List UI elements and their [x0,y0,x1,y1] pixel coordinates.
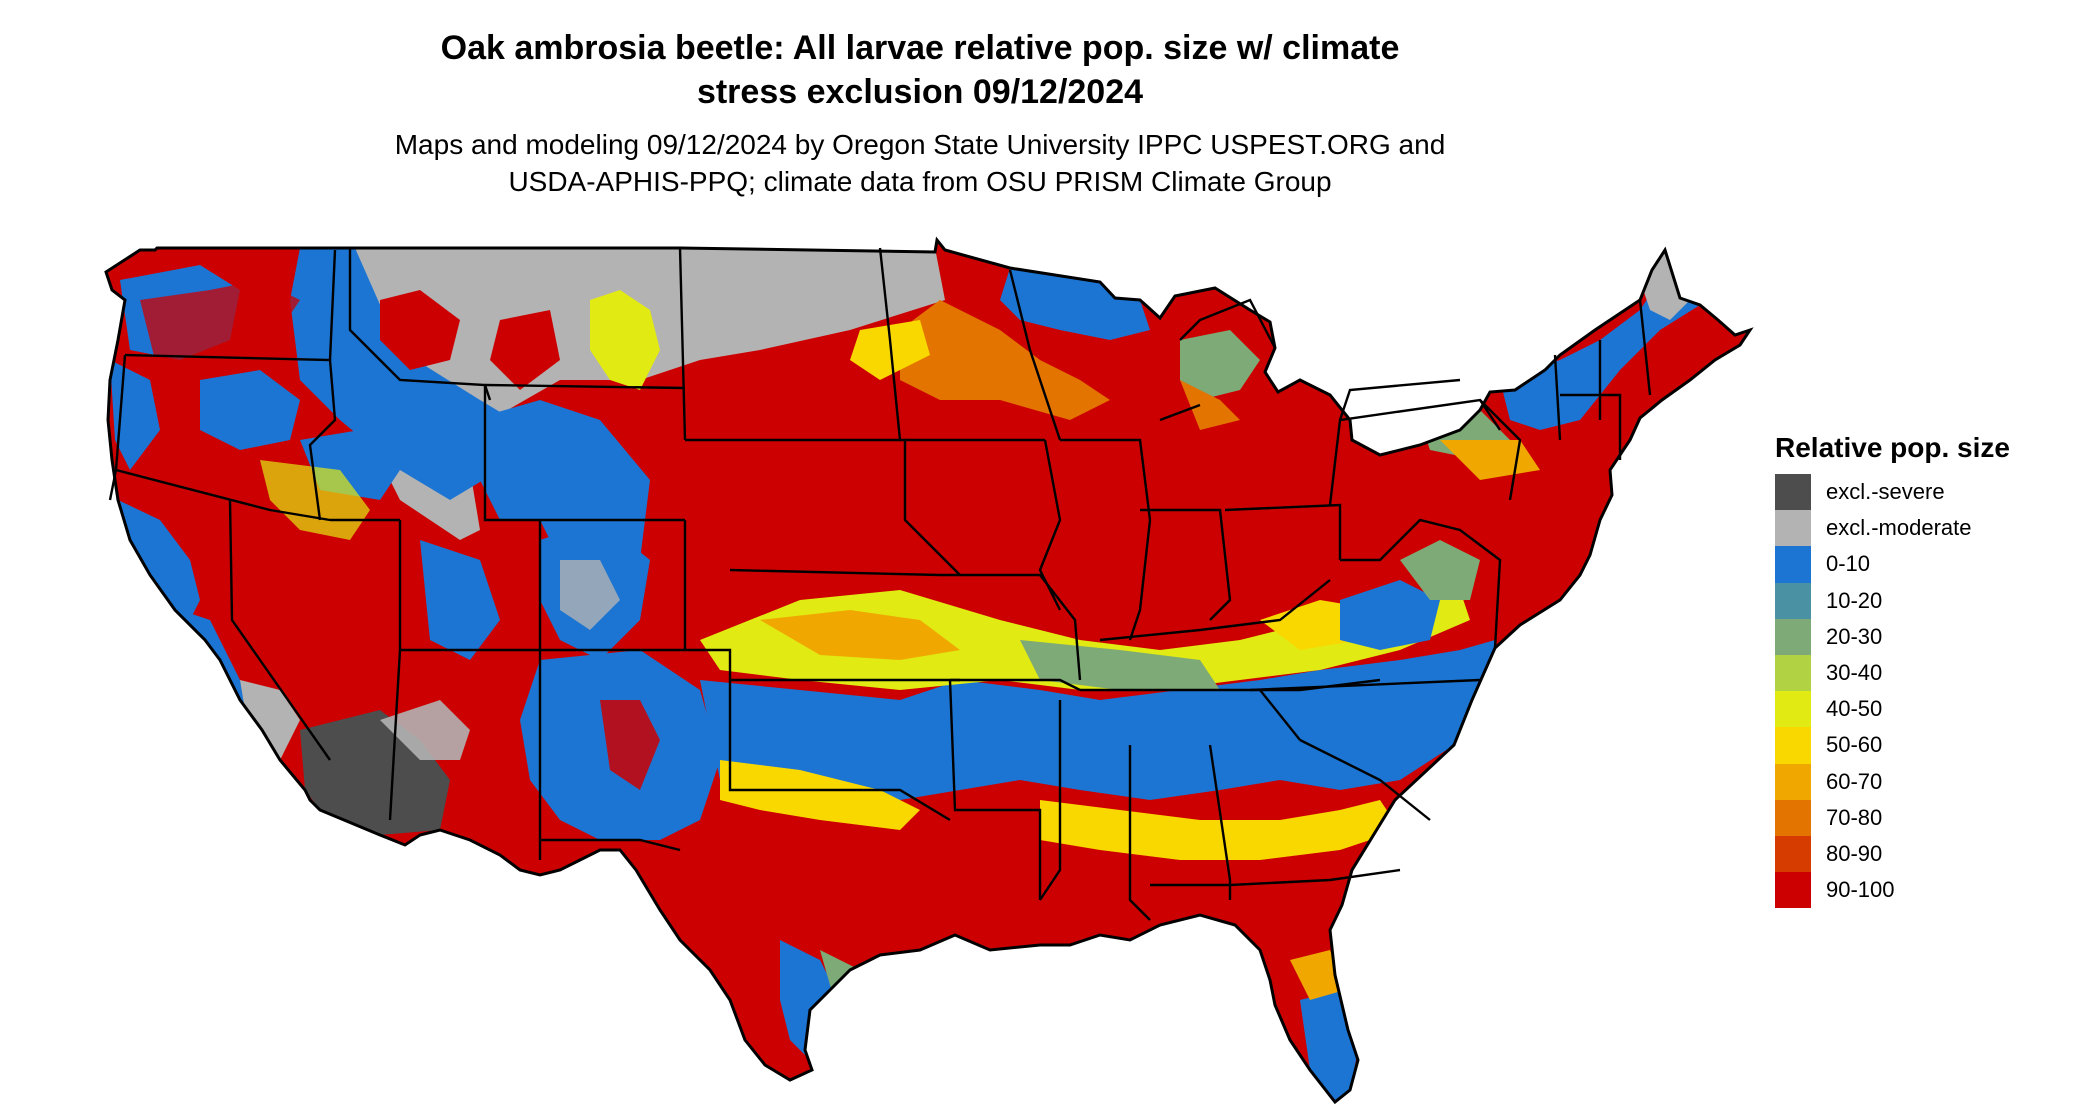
legend-swatch [1775,763,1811,800]
legend-item: excl.-moderate [1775,510,2010,547]
legend-swatch [1775,474,1811,511]
legend-title: Relative pop. size [1775,432,2010,463]
legend-item: 0-10 [1775,546,2010,583]
legend-label: 40-50 [1826,696,1883,722]
legend-swatch [1775,835,1811,873]
subtitle-line-2: USDA-APHIS-PPQ; climate data from OSU PR… [508,166,1332,197]
legend-swatch [1775,618,1811,655]
legend-swatch [1775,727,1811,764]
legend-item: 20-30 [1775,618,2010,655]
legend-label: 50-60 [1826,732,1883,758]
legend-swatch [1775,546,1811,583]
legend-item: 90-100 [1775,872,2010,909]
legend-item: 40-50 [1775,691,2010,728]
legend-label: 10-20 [1826,587,1883,613]
legend-item: 70-80 [1775,799,2010,836]
legend-item: 30-40 [1775,654,2010,692]
legend-item: 80-90 [1775,835,2010,873]
legend-label: excl.-severe [1826,479,1945,505]
title-line-1: Oak ambrosia beetle: All larvae relative… [440,29,1400,67]
title-line-2: stress exclusion 09/12/2024 [696,73,1144,111]
legend-item: excl.-severe [1775,474,2010,511]
legend-label: 30-40 [1826,660,1883,686]
state-borders [104,238,1752,1104]
legend-item: 50-60 [1775,727,2010,764]
legend: Relative pop. size excl.-severe excl.-mod… [1775,430,2010,909]
legend-label: 70-80 [1826,804,1883,830]
map-title: Oak ambrosia beetle: All larvae relative… [0,26,1840,114]
pop-size-raster [106,240,1750,1102]
legend-label: 90-100 [1826,877,1895,903]
legend-items: excl.-severe excl.-moderate 0-10 10-20 20-30… [1775,474,2010,909]
legend-swatch [1775,510,1811,547]
legend-swatch [1775,799,1811,836]
legend-swatch [1775,654,1811,692]
legend-label: 0-10 [1826,551,1871,577]
legend-label: 80-90 [1826,840,1883,866]
subtitle-line-1: Maps and modeling 09/12/2024 by Oregon S… [394,129,1446,160]
legend-swatch [1775,582,1811,619]
legend-item: 60-70 [1775,763,2010,800]
legend-label: 20-30 [1826,623,1883,649]
map-subtitle: Maps and modeling 09/12/2024 by Oregon S… [0,126,1840,200]
legend-swatch [1775,691,1811,728]
legend-label: 60-70 [1826,768,1883,794]
legend-label: excl.-moderate [1826,515,1972,541]
legend-item: 10-20 [1775,582,2010,619]
legend-swatch [1775,872,1811,909]
